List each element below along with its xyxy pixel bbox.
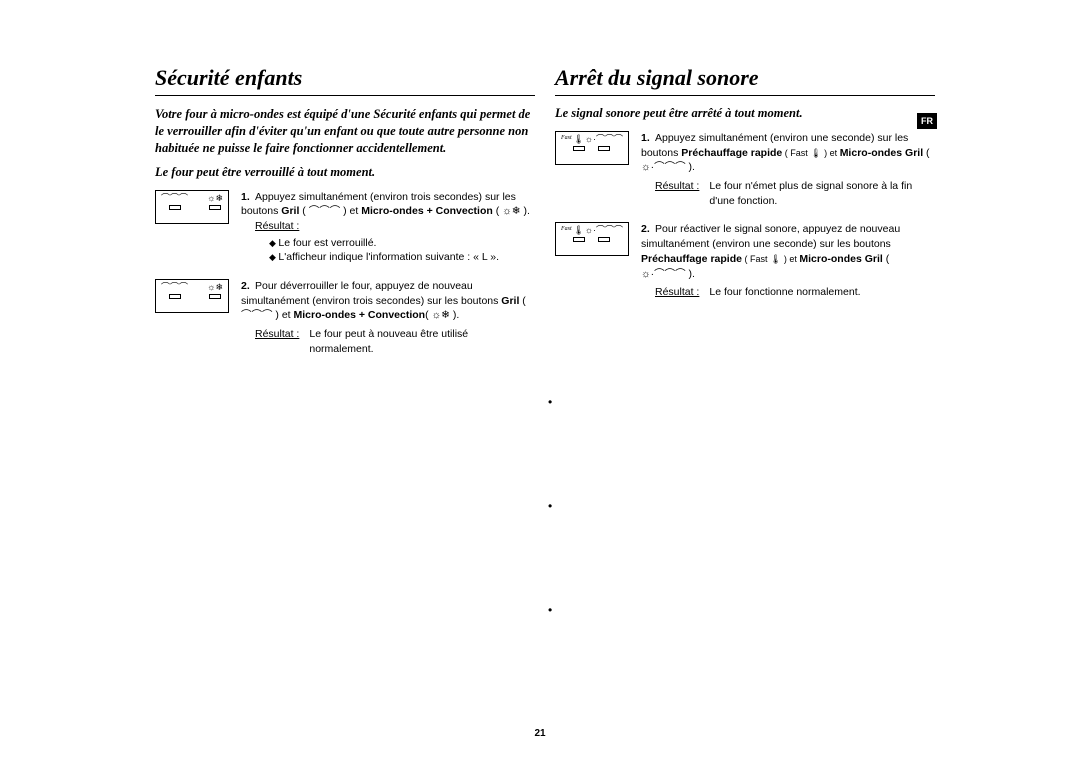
button-box xyxy=(573,237,585,242)
subhead-right: Le signal sonore peut être arrêté à tout… xyxy=(555,106,935,121)
step-body: Pour déverrouiller le four, appuyez de n… xyxy=(241,280,526,321)
button-box xyxy=(598,146,610,151)
binding-dots: ••• xyxy=(548,395,552,617)
preheat-icon: 🌡 xyxy=(573,135,584,144)
bullet-item: Le four est verrouillé. xyxy=(269,236,535,251)
grill-icon: ⌒⌒⌒ xyxy=(161,283,188,292)
result-text: Le four peut à nouveau être utilisé norm… xyxy=(309,327,535,356)
right-column: Arrêt du signal sonore Le signal sonore … xyxy=(555,65,935,371)
micro-convection-icon: ☼❄ xyxy=(207,194,223,203)
button-box xyxy=(169,205,181,210)
section-title-right: Arrêt du signal sonore xyxy=(555,65,935,96)
button-box xyxy=(209,294,221,299)
result-text: Le four n'émet plus de signal sonore à l… xyxy=(709,179,935,208)
fast-label: Fast xyxy=(561,135,572,141)
fast-label: Fast xyxy=(561,226,572,232)
section-title-left: Sécurité enfants xyxy=(155,65,535,96)
subhead-left: Le four peut être verrouillé à tout mome… xyxy=(155,165,535,180)
step-number: 2. xyxy=(641,222,655,237)
step-2-right: Fast 🌡 ☼·⌒⌒⌒ 2.Pour réactiver le signal … xyxy=(555,222,935,299)
page-number: 21 xyxy=(534,728,545,739)
button-panel-icon: ⌒⌒⌒ ☼❄ xyxy=(155,279,229,313)
micro-grill-icon: ☼·⌒⌒⌒ xyxy=(585,135,623,144)
button-box xyxy=(169,294,181,299)
micro-grill-icon: ☼·⌒⌒⌒ xyxy=(585,226,623,235)
step-1-right: Fast 🌡 ☼·⌒⌒⌒ 1.Appuyez simultanément (en… xyxy=(555,131,935,208)
result-label: Résultat : xyxy=(255,327,299,356)
button-box xyxy=(209,205,221,210)
left-column: Sécurité enfants Votre four à micro-onde… xyxy=(155,65,535,371)
button-panel-icon: ⌒⌒⌒ ☼❄ xyxy=(155,190,229,224)
document-page: FR Sécurité enfants Votre four à micro-o… xyxy=(155,65,935,371)
button-panel-icon: Fast 🌡 ☼·⌒⌒⌒ xyxy=(555,131,629,165)
step-1-left: ⌒⌒⌒ ☼❄ 1.Appuyez simultanément (environ … xyxy=(155,190,535,265)
button-box xyxy=(573,146,585,151)
result-label: Résultat : xyxy=(255,220,299,232)
language-badge: FR xyxy=(917,113,937,129)
grill-icon: ⌒⌒⌒ xyxy=(161,194,188,203)
step-text: 2.Pour réactiver le signal sonore, appuy… xyxy=(641,222,935,299)
intro-paragraph: Votre four à micro-ondes est équipé d'un… xyxy=(155,106,535,157)
step-number: 2. xyxy=(241,279,255,294)
step-body: Appuyez simultanément (environ une secon… xyxy=(641,132,930,173)
button-box xyxy=(598,237,610,242)
step-number: 1. xyxy=(241,190,255,205)
result-label: Résultat : xyxy=(655,285,699,300)
step-text: 2.Pour déverrouiller le four, appuyez de… xyxy=(241,279,535,356)
step-text: 1.Appuyez simultanément (environ trois s… xyxy=(241,190,535,265)
step-2-left: ⌒⌒⌒ ☼❄ 2.Pour déverrouiller le four, app… xyxy=(155,279,535,356)
result-label: Résultat : xyxy=(655,179,699,208)
button-panel-icon: Fast 🌡 ☼·⌒⌒⌒ xyxy=(555,222,629,256)
step-body: Appuyez simultanément (environ trois sec… xyxy=(241,191,530,218)
result-text: Le four fonctionne normalement. xyxy=(709,285,860,300)
step-body: Pour réactiver le signal sonore, appuyez… xyxy=(641,223,900,279)
bullet-item: L'afficheur indique l'information suivan… xyxy=(269,250,535,265)
bullet-list: Le four est verrouillé. L'afficheur indi… xyxy=(255,236,535,265)
step-number: 1. xyxy=(641,131,655,146)
preheat-icon: 🌡 xyxy=(573,226,584,235)
step-text: 1.Appuyez simultanément (environ une sec… xyxy=(641,131,935,208)
micro-convection-icon: ☼❄ xyxy=(207,283,223,292)
two-column-layout: Sécurité enfants Votre four à micro-onde… xyxy=(155,65,935,371)
